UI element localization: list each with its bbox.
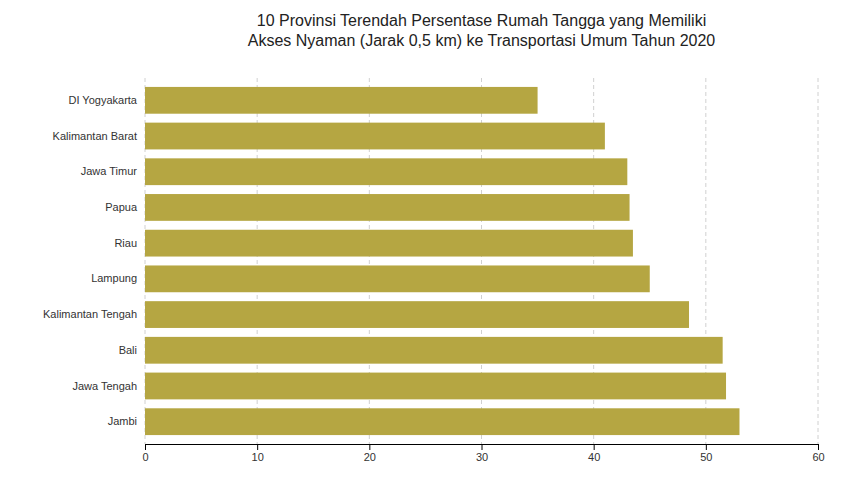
tick: 20 [364,444,376,463]
tick: Bali [119,344,137,356]
tick: 50 [700,444,712,463]
bar [145,265,650,292]
tick: Papua [105,201,138,213]
bar [145,194,630,221]
tick-label: 0 [142,451,148,463]
tick: Kalimantan Tengah [43,308,137,320]
chart: 0 10 20 30 40 50 60 Jambi Jawa Tengah Bali Kaliman… [0,0,852,478]
tick: Lampung [91,272,137,284]
bar [145,87,538,114]
tick: Jawa Timur [81,165,138,177]
tick-label: Bali [119,344,137,356]
bar [145,301,689,328]
tick: 30 [476,444,488,463]
tick-mark [369,444,370,450]
tick-label: 20 [364,451,376,463]
tick-mark [594,444,595,450]
tick-label: Papua [105,201,138,213]
tick-label: DI Yogyakarta [69,94,138,106]
tick-label: Riau [114,237,137,249]
tick: 10 [252,444,264,463]
tick-label: 60 [812,451,824,463]
tick: Jambi [108,415,137,427]
axis-line [146,445,819,451]
tick: Kalimantan Barat [53,130,137,142]
tick-label: 40 [588,451,600,463]
tick-label: Jambi [108,415,137,427]
plot-area: 0 10 20 30 40 50 60 Jambi Jawa Tengah Bali Kaliman… [43,78,825,463]
tick: 40 [588,444,600,463]
tick: Riau [114,237,137,249]
tick-label: 10 [252,451,264,463]
tick: DI Yogyakarta [69,94,138,106]
tick-label: Kalimantan Tengah [43,308,137,320]
tick-mark [482,444,483,450]
grid-line [818,78,819,444]
value-axis: 0 10 20 30 40 50 60 [142,444,824,463]
tick-label: Jawa Tengah [72,379,137,391]
tick: 0 [142,444,148,463]
tick-label: Kalimantan Barat [53,130,137,142]
tick-mark [818,444,819,450]
tick-mark [145,444,146,450]
grid [145,78,818,444]
tick: 60 [812,444,824,463]
bar [145,408,739,435]
title-line: 10 Provinsi Terendah Persentase Rumah Ta… [257,12,706,29]
tick-label: 50 [700,451,712,463]
bar [145,158,627,185]
tick-label: 30 [476,451,488,463]
bars [145,87,739,435]
bar [145,337,723,364]
tick-label: Jawa Timur [81,165,138,177]
tick-label: Lampung [91,272,137,284]
tick: Jawa Tengah [72,379,137,391]
title: 10 Provinsi Terendah Persentase Rumah Ta… [248,12,716,49]
tick-mark [257,444,258,450]
category-axis: Jambi Jawa Tengah Bali Kalimantan Tengah Lam… [43,94,138,427]
bar [145,373,726,400]
bar [145,230,633,257]
tick-mark [706,444,707,450]
bar [145,123,605,150]
title-line: Akses Nyaman (Jarak 0,5 km) ke Transport… [248,32,716,49]
